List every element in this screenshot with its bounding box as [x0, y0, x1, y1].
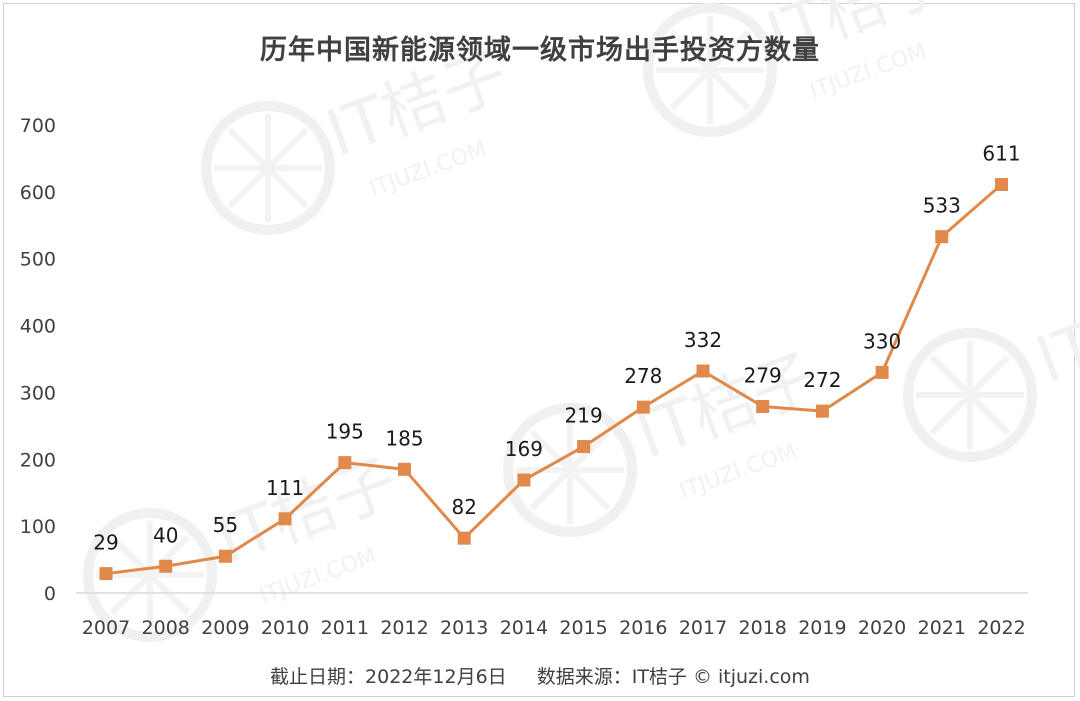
x-tick-label: 2012 — [380, 617, 428, 639]
data-label: 272 — [803, 368, 841, 392]
x-tick-label: 2017 — [679, 617, 727, 639]
data-point-marker — [398, 462, 411, 476]
data-point-marker — [457, 531, 471, 545]
data-label: 533 — [923, 194, 961, 218]
data-label: 611 — [982, 142, 1020, 166]
y-tick-label: 0 — [44, 583, 56, 605]
data-point-marker — [935, 230, 949, 244]
data-label: 195 — [326, 420, 364, 444]
cutoff-date-note: 截止日期：2022年12月6日 — [270, 666, 507, 688]
data-source-note: 数据来源：IT桔子 © itjuzi.com — [536, 666, 810, 688]
data-label: 40 — [153, 523, 178, 547]
chart-footer: 截止日期：2022年12月6日 数据来源：IT桔子 © itjuzi.com — [0, 662, 1080, 689]
x-tick-label: 2008 — [142, 617, 190, 639]
chart-frame — [3, 3, 1075, 697]
data-point-marker — [577, 440, 591, 454]
y-tick-label: 700 — [20, 115, 56, 137]
y-tick-label: 400 — [20, 316, 56, 338]
data-label: 29 — [93, 531, 118, 555]
y-tick-label: 100 — [20, 516, 56, 538]
data-point-marker — [517, 473, 531, 487]
x-tick-label: 2018 — [739, 617, 787, 639]
x-tick-label: 2015 — [559, 617, 607, 639]
x-tick-label: 2020 — [858, 617, 906, 639]
data-point-marker — [636, 400, 650, 414]
y-tick-label: 300 — [20, 382, 56, 404]
x-tick-label: 2010 — [261, 617, 309, 639]
data-label: 279 — [744, 363, 782, 387]
data-point-marker — [338, 456, 352, 470]
data-label: 330 — [863, 329, 901, 353]
data-point-marker — [99, 567, 113, 581]
plot-area: 29 40 55 111 195 185 82 169 219 278 332 279 272 330 53… — [93, 142, 1021, 581]
data-label: 219 — [565, 404, 603, 428]
data-point-marker — [815, 404, 829, 418]
x-tick-label: 2009 — [201, 617, 249, 639]
chart-title: 历年中国新能源领域一级市场出手投资方数量 — [260, 35, 820, 66]
data-point-marker — [159, 559, 173, 573]
data-point-marker — [218, 549, 232, 563]
data-label: 278 — [624, 364, 662, 388]
y-tick-label: 600 — [20, 182, 56, 204]
data-label: 55 — [213, 513, 238, 537]
x-tick-label: 2011 — [321, 617, 369, 639]
axes: 0 100 200 300 400 500 600 700 2007 2008 2009 2010 20… — [20, 115, 1028, 639]
y-tick-label: 500 — [20, 249, 56, 271]
x-tick-label: 2022 — [977, 617, 1025, 639]
data-point-marker — [875, 365, 889, 379]
x-tick-label: 2019 — [798, 617, 846, 639]
data-point-marker — [278, 512, 292, 526]
data-point-marker — [696, 364, 710, 378]
data-point-marker — [995, 178, 1008, 192]
series-line — [105, 183, 1003, 576]
data-label: 82 — [451, 495, 476, 519]
data-label: 111 — [266, 476, 304, 500]
data-label: 169 — [505, 437, 543, 461]
x-tick-label: 2013 — [440, 617, 488, 639]
data-label: 332 — [684, 328, 722, 352]
x-tick-label: 2007 — [82, 617, 130, 639]
data-label: 185 — [385, 426, 423, 450]
watermark-brand: IT桔子 — [627, 340, 827, 473]
x-tick-label: 2021 — [918, 617, 966, 639]
x-tick-label: 2016 — [619, 617, 667, 639]
watermark-brand: IT桔子 — [1027, 265, 1080, 398]
y-tick-label: 200 — [20, 449, 56, 471]
x-tick-label: 2014 — [500, 617, 548, 639]
data-point-marker — [756, 399, 770, 413]
watermark-layer: IT桔子ITJUZI.COMIT桔子ITJUZI.COMIT桔子ITJUZI.C… — [83, 0, 1080, 642]
